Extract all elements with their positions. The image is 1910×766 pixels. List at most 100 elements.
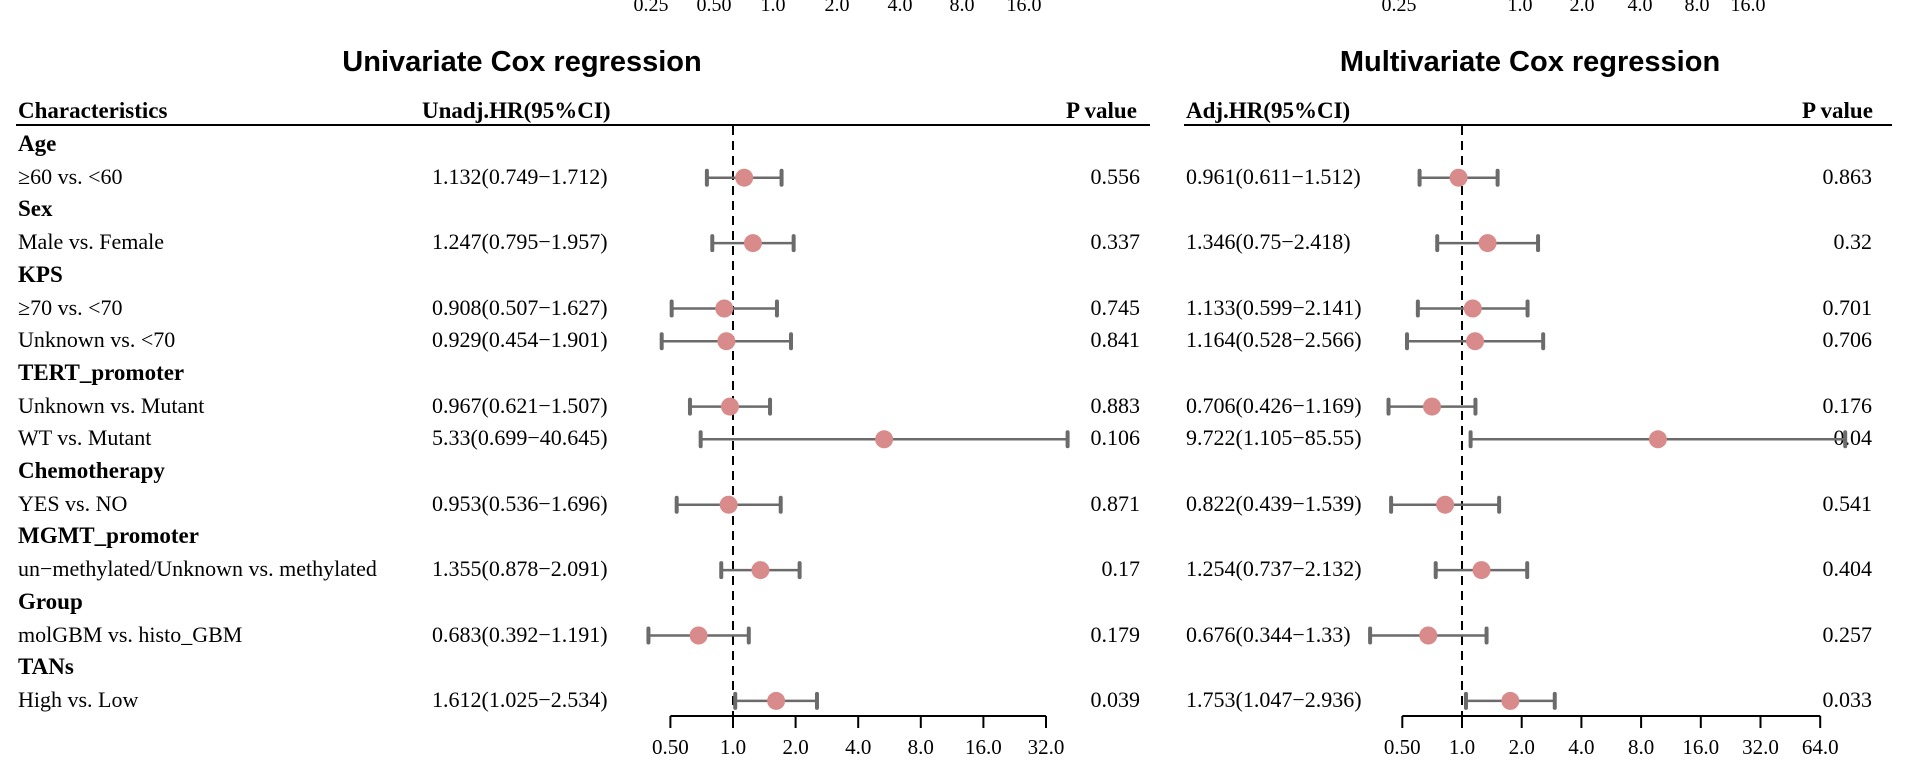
header-characteristics: Characteristics [18,98,168,123]
category-label: TANs [18,654,74,680]
top-right-tick-label: 8.0 [1684,0,1710,16]
univariate-x-tick-label: 32.0 [1028,735,1065,759]
multivariate-header-rule [1184,124,1892,126]
multivariate-x-tick-label: 1.0 [1449,735,1475,759]
univariate-hr-point [743,234,762,253]
univariate-p-value: 0.556 [1090,163,1141,189]
multivariate-x-tick-label: 4.0 [1568,735,1594,759]
top-left-tick-label: 8.0 [949,0,975,16]
row-label: un−methylated/Unknown vs. methylated [18,556,377,582]
top-right-tick-label: 16.0 [1730,0,1766,16]
multivariate-hr-point [1436,495,1455,514]
header-adj-hr: Adj.HR(95%CI) [1186,98,1351,123]
univariate-hr-text: 0.908(0.507−1.627) [432,294,608,320]
multivariate-hr-text: 9.722(1.105−85.55) [1186,425,1362,451]
multivariate-hr-text: 1.346(0.75−2.418) [1186,229,1351,255]
multivariate-hr-text: 0.961(0.611−1.512) [1186,163,1361,189]
univariate-hr-text: 1.612(1.025−2.534) [432,686,608,712]
univariate-hr-point [720,397,739,416]
header-multivariate-p: P value [1802,98,1873,123]
univariate-x-tick-label: 8.0 [908,735,934,759]
multivariate-p-value: 0.706 [1822,327,1873,353]
multivariate-p-value: 0.257 [1822,621,1873,647]
row-label: Unknown vs. <70 [18,327,176,353]
univariate-p-value: 0.337 [1090,229,1141,255]
multivariate-p-value: 0.033 [1822,686,1873,712]
multivariate-hr-text: 1.753(1.047−2.936) [1186,686,1362,712]
category-label: Sex [18,196,53,222]
univariate-hr-text: 1.355(0.878−2.091) [432,556,608,582]
multivariate-p-value: 0.04 [1833,425,1873,451]
multivariate-hr-point [1648,430,1667,449]
univariate-hr-text: 1.247(0.795−1.957) [432,229,608,255]
category-label: KPS [18,261,63,287]
top-right-tick-label: 4.0 [1627,0,1653,16]
header-univariate-p: P value [1066,98,1137,123]
multivariate-p-value: 0.176 [1822,392,1873,418]
univariate-hr-point [717,332,736,351]
multivariate-p-value: 0.32 [1833,229,1873,255]
header-unadj-hr: Unadj.HR(95%CI) [422,98,611,123]
multivariate-p-value: 0.701 [1822,294,1873,320]
univariate-p-value: 0.841 [1090,327,1141,353]
univariate-x-tick-label: 4.0 [845,735,871,759]
category-label: Age [18,131,57,156]
univariate-p-value: 0.17 [1101,556,1141,582]
multivariate-x-tick-label: 2.0 [1509,735,1535,759]
univariate-p-value: 0.039 [1090,686,1141,712]
multivariate-x-tick-label: 0.50 [1384,735,1421,759]
multivariate-hr-point [1501,691,1520,710]
multivariate-hr-point [1419,626,1438,645]
row-label: WT vs. Mutant [18,425,152,451]
multivariate-x-tick-label: 64.0 [1802,735,1839,759]
univariate-x-tick-label: 16.0 [965,735,1002,759]
multivariate-hr-text: 0.822(0.439−1.539) [1186,490,1362,516]
multivariate-x-tick-label: 8.0 [1628,735,1654,759]
multivariate-hr-text: 1.254(0.737−2.132) [1186,556,1362,582]
row-label: High vs. Low [18,686,139,712]
multivariate-p-value: 0.863 [1822,163,1873,189]
multivariate-hr-text: 1.164(0.528−2.566) [1186,327,1362,353]
category-label: Chemotherapy [18,458,165,483]
multivariate-hr-point [1423,397,1442,416]
univariate-p-value: 0.179 [1090,621,1141,647]
multivariate-x-tick-label: 32.0 [1742,735,1779,759]
univariate-x-tick-label: 1.0 [720,735,746,759]
row-label: Male vs. Female [18,229,165,255]
top-left-tick-label: 0.50 [696,0,732,16]
univariate-header-rule [16,124,1150,126]
row-label: ≥60 vs. <60 [18,163,123,189]
multivariate-hr-text: 0.676(0.344−1.33) [1186,621,1351,647]
univariate-hr-point [751,561,770,580]
univariate-hr-text: 0.683(0.392−1.191) [432,621,608,647]
univariate-hr-point [767,691,786,710]
univariate-x-tick-label: 0.50 [652,735,689,759]
top-left-tick-label: 1.0 [760,0,786,16]
top-left-tick-label: 4.0 [887,0,913,16]
category-label: MGMT_promoter [18,523,199,549]
univariate-hr-text: 0.967(0.621−1.507) [432,392,608,418]
univariate-hr-point [735,168,754,187]
univariate-hr-point [875,430,894,449]
univariate-x-tick-label: 2.0 [782,735,808,759]
univariate-hr-point [689,626,708,645]
multivariate-hr-text: 1.133(0.599−2.141) [1186,294,1362,320]
row-label: YES vs. NO [18,490,128,516]
multivariate-hr-point [1472,561,1491,580]
univariate-p-value: 0.745 [1090,294,1141,320]
univariate-hr-point [719,495,738,514]
top-right-tick-label: 1.0 [1507,0,1533,16]
top-left-tick-label: 16.0 [1006,0,1042,16]
univariate-hr-text: 5.33(0.699−40.645) [432,425,608,451]
row-label: ≥70 vs. <70 [18,294,123,320]
univariate-hr-text: 1.132(0.749−1.712) [432,163,608,189]
top-right-tick-label: 0.25 [1381,0,1417,16]
univariate-p-value: 0.871 [1090,490,1141,516]
multivariate-hr-text: 0.706(0.426−1.169) [1186,392,1362,418]
multivariate-hr-point [1478,234,1497,253]
univariate-hr-point [715,299,734,318]
univariate-p-value: 0.883 [1090,392,1141,418]
top-left-tick-label: 2.0 [824,0,850,16]
row-label: molGBM vs. histo_GBM [18,621,243,647]
